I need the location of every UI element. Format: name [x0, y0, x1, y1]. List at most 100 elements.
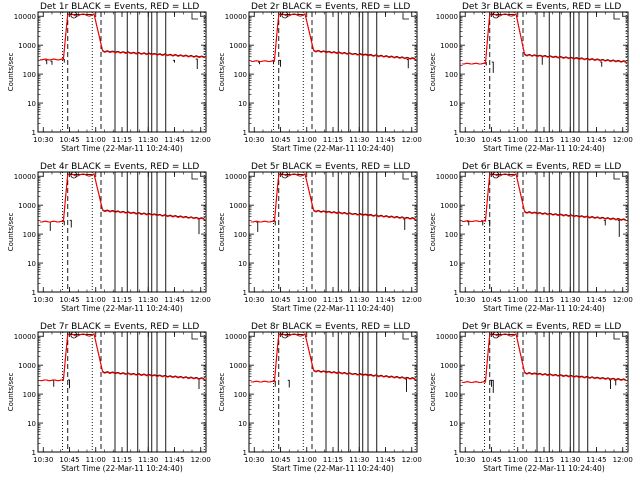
x-tick-label: 11:00 [508, 296, 528, 304]
events-dip [403, 218, 406, 230]
x-tick-label: 11:15 [112, 296, 132, 304]
y-tick-label: 1000 [229, 42, 247, 50]
y-tick-label: 1 [32, 289, 36, 297]
y-tick-label: 10000 [436, 333, 458, 341]
x-tick-label: 11:15 [534, 456, 554, 464]
x-tick-label: 11:45 [586, 296, 606, 304]
panel-title: Det 9r BLACK = Events, RED = LLD [462, 322, 621, 332]
x-tick-label: 11:30 [560, 456, 580, 464]
plot-frame [37, 11, 207, 133]
x-tick-label: 11:00 [297, 136, 317, 144]
events-dip [491, 61, 494, 73]
lld-series-line [39, 333, 206, 382]
chart-panel-4: Det 4r BLACK = Events, RED = LLD 1 10 100 10… [7, 162, 211, 313]
events-dip [68, 379, 70, 389]
y-axis-label: Counts/sec [429, 213, 437, 252]
y-axis-label: Counts/sec [429, 373, 437, 412]
x-tick-label: 12:00 [613, 456, 633, 464]
x-tick-label: 12:00 [402, 456, 422, 464]
x-tick-label: 11:45 [164, 136, 184, 144]
events-dip [48, 221, 51, 231]
y-tick-label: 100 [234, 231, 247, 239]
chart-panel-5: Det 5r BLACK = Events, RED = LLD 1 10 100 10… [218, 162, 422, 313]
x-axis-label: Start Time (22-Mar-11 10:24:40) [483, 464, 605, 473]
y-axis-label: Counts/sec [7, 53, 15, 92]
y-tick-label: 10 [27, 260, 36, 268]
y-tick-label: 10000 [14, 173, 36, 181]
x-tick-label: 12:00 [402, 136, 422, 144]
x-tick-label: 11:15 [323, 296, 343, 304]
x-tick-label: 11:00 [508, 136, 528, 144]
x-tick-label: 12:00 [402, 296, 422, 304]
panel-title: Det 1r BLACK = Events, RED = LLD [40, 2, 199, 12]
y-tick-label: 1000 [18, 362, 36, 370]
plot-frame [459, 11, 629, 133]
events-dip [600, 61, 603, 67]
x-tick-label: 11:15 [112, 456, 132, 464]
x-axis-label: Start Time (22-Mar-11 10:24:40) [483, 304, 605, 313]
x-tick-label: 12:00 [191, 456, 211, 464]
panel-title: Det 2r BLACK = Events, RED = LLD [251, 2, 410, 12]
x-axis-label: Start Time (22-Mar-11 10:24:40) [61, 304, 183, 313]
y-tick-label: 10000 [225, 333, 247, 341]
x-tick-label: 11:00 [86, 136, 106, 144]
x-tick-label: 12:00 [613, 296, 633, 304]
chart-panel-7: Det 7r BLACK = Events, RED = LLD 1 10 100 10… [7, 322, 211, 473]
x-tick-label: 10:30 [33, 456, 53, 464]
y-tick-label: 100 [445, 71, 458, 79]
x-axis-label: Start Time (22-Mar-11 10:24:40) [272, 464, 394, 473]
y-tick-label: 100 [445, 391, 458, 399]
step-marker [191, 334, 198, 340]
y-tick-label: 1000 [440, 362, 458, 370]
events-dip [467, 221, 470, 226]
y-tick-label: 10 [449, 260, 458, 268]
x-tick-label: 10:45 [270, 456, 290, 464]
step-marker [613, 14, 620, 20]
y-tick-label: 10000 [225, 13, 247, 21]
lld-series-line [250, 173, 417, 223]
x-tick-label: 11:45 [375, 456, 395, 464]
y-tick-label: 10 [27, 100, 36, 108]
chart-panel-1: Det 1r BLACK = Events, RED = LLD 1 10 100 10… [7, 2, 211, 153]
x-tick-label: 10:30 [244, 136, 264, 144]
events-dip [603, 219, 606, 226]
x-tick-label: 11:45 [164, 296, 184, 304]
x-tick-label: 11:30 [560, 296, 580, 304]
y-tick-label: 1 [32, 129, 36, 137]
x-tick-label: 12:00 [191, 296, 211, 304]
x-tick-label: 10:45 [59, 136, 79, 144]
x-tick-label: 10:45 [59, 296, 79, 304]
x-axis-label: Start Time (22-Mar-11 10:24:40) [272, 304, 394, 313]
x-tick-label: 11:00 [297, 296, 317, 304]
plot-frame [248, 331, 418, 453]
x-tick-label: 11:00 [508, 456, 528, 464]
events-dip [488, 220, 491, 227]
chart-panel-9: Det 9r BLACK = Events, RED = LLD 1 10 100 10… [429, 322, 633, 473]
x-tick-label: 11:30 [138, 456, 158, 464]
y-tick-label: 10000 [436, 173, 458, 181]
x-tick-label: 10:30 [244, 456, 264, 464]
y-tick-label: 10000 [436, 13, 458, 21]
y-tick-label: 10 [238, 420, 247, 428]
events-dip [490, 379, 492, 387]
y-tick-label: 10000 [225, 173, 247, 181]
y-tick-label: 1 [454, 449, 458, 457]
panel-title: Det 3r BLACK = Events, RED = LLD [462, 2, 621, 12]
lld-series-line [250, 13, 417, 63]
y-tick-label: 10 [449, 100, 458, 108]
y-tick-label: 1000 [18, 202, 36, 210]
x-tick-label: 11:45 [375, 136, 395, 144]
y-tick-label: 1 [454, 289, 458, 297]
x-tick-label: 10:45 [270, 136, 290, 144]
x-tick-label: 11:30 [349, 296, 369, 304]
events-dip [540, 55, 543, 65]
plot-frame [459, 171, 629, 293]
chart-panel-8: Det 8r BLACK = Events, RED = LLD 1 10 100 10… [218, 322, 422, 473]
events-dip [197, 218, 200, 235]
events-dip [195, 58, 198, 70]
y-axis-label: Counts/sec [218, 53, 226, 92]
y-tick-label: 1 [32, 449, 36, 457]
x-tick-label: 10:45 [270, 296, 290, 304]
x-tick-label: 10:45 [481, 296, 501, 304]
x-tick-label: 11:30 [138, 136, 158, 144]
